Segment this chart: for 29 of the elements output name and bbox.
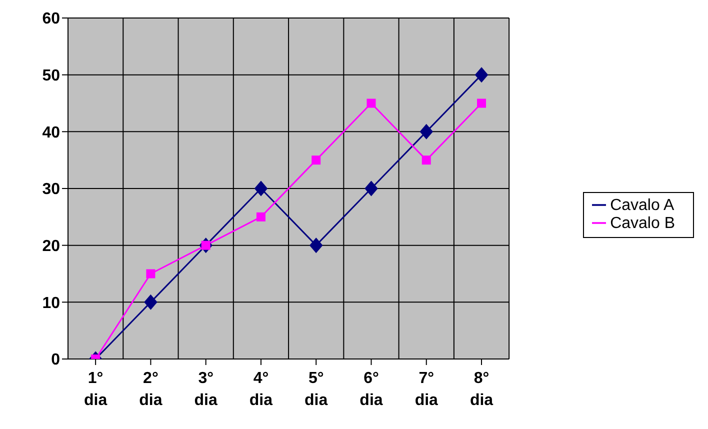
- y-tick-label: 40: [42, 124, 60, 142]
- point: [146, 269, 156, 278]
- x-tick-label: 3° dia: [194, 370, 218, 409]
- y-tick-label: 0: [51, 352, 60, 369]
- point: [366, 98, 376, 108]
- x-tick-label: 6° dia: [360, 370, 383, 409]
- x-tick-label: 5° dia: [304, 370, 328, 409]
- y-tick-label: 50: [42, 68, 60, 85]
- x-tick-label: 2° dia: [139, 370, 162, 409]
- x-tick-label: 8° dia: [470, 370, 494, 409]
- x-tick-label: 7° dia: [414, 370, 438, 409]
- point: [256, 212, 266, 222]
- point: [312, 156, 321, 165]
- x-tick-label: 4° dia: [249, 370, 273, 409]
- point: [422, 156, 431, 165]
- point: [310, 238, 323, 253]
- point: [364, 181, 378, 196]
- legend-label: Cavalo B: [610, 214, 675, 232]
- point: [475, 67, 488, 82]
- y-tick-label: 60: [42, 10, 60, 28]
- point: [144, 294, 158, 310]
- point: [477, 98, 486, 108]
- y-tick-label: 10: [42, 294, 60, 312]
- legend-label: Cavalo A: [610, 196, 674, 214]
- y-tick-label: 20: [42, 238, 60, 256]
- point: [420, 124, 433, 140]
- x-tick-label: 1° dia: [84, 370, 108, 409]
- y-tick-label: 30: [42, 181, 60, 198]
- point: [254, 181, 268, 196]
